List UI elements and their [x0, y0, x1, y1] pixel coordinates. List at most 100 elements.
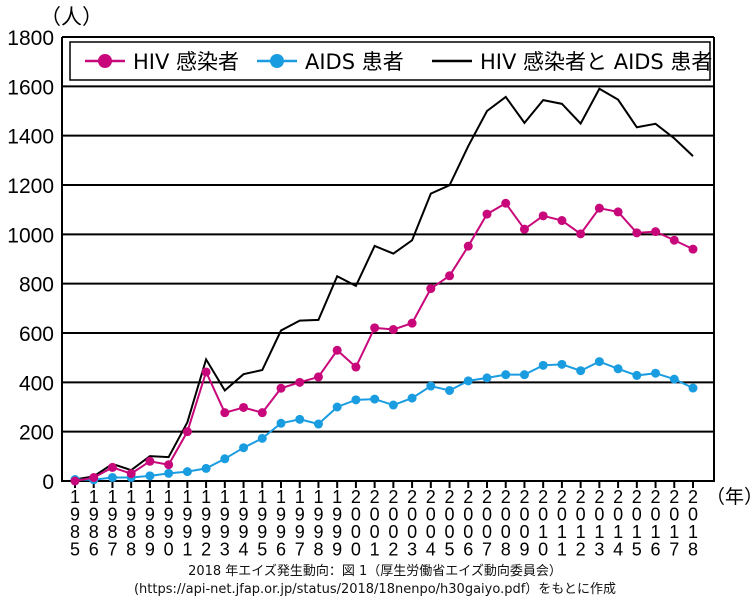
- data-point-0: [89, 473, 99, 483]
- data-point-1: [463, 376, 473, 386]
- data-point-1: [426, 381, 436, 391]
- data-point-1: [669, 374, 679, 384]
- data-point-1: [313, 419, 323, 429]
- data-point-1: [632, 370, 642, 380]
- y-tick-label: 1800: [7, 27, 54, 50]
- data-point-0: [351, 362, 361, 372]
- data-point-1: [501, 370, 511, 380]
- y-tick-label: 200: [19, 422, 54, 445]
- caption-line-1: 2018 年エイズ発生動向：図 1（厚生労働省エイズ動向委員会）: [188, 564, 562, 579]
- data-point-0: [201, 367, 211, 377]
- data-point-1: [370, 394, 380, 404]
- data-point-1: [145, 471, 155, 481]
- y-tick-label: 800: [19, 274, 54, 297]
- data-point-1: [201, 463, 211, 473]
- data-point-1: [482, 373, 492, 383]
- data-point-0: [164, 460, 174, 470]
- data-point-0: [519, 224, 529, 234]
- data-point-1: [332, 402, 342, 412]
- data-point-1: [276, 418, 286, 428]
- caption-line-2: (https://api-net.jfap.or.jp/status/2018/…: [133, 582, 617, 597]
- data-point-1: [107, 473, 117, 483]
- data-point-0: [557, 216, 567, 226]
- data-point-1: [239, 443, 249, 453]
- series-line-0: [74, 201, 694, 482]
- data-point-0: [276, 383, 286, 393]
- data-point-0: [107, 462, 117, 472]
- data-point-1: [407, 393, 417, 403]
- data-point-0: [594, 203, 604, 213]
- data-point-0: [688, 244, 698, 254]
- data-point-1: [557, 359, 567, 369]
- data-point-0: [407, 318, 417, 328]
- data-point-0: [220, 408, 230, 418]
- data-point-1: [220, 454, 230, 464]
- data-point-0: [426, 284, 436, 294]
- data-point-1: [688, 383, 698, 393]
- data-point-0: [388, 325, 398, 335]
- data-point-0: [669, 235, 679, 245]
- y-tick-label: 0: [42, 471, 54, 494]
- data-point-0: [257, 408, 267, 418]
- series-line-1: [74, 360, 694, 481]
- legend-marker: [98, 54, 112, 68]
- legend-label: AIDS 患者: [305, 50, 404, 74]
- series-line-2: [74, 87, 694, 481]
- data-point-0: [239, 402, 249, 412]
- y-tick-label: 600: [19, 323, 54, 346]
- data-point-0: [332, 345, 342, 355]
- data-point-0: [632, 228, 642, 238]
- data-point-1: [164, 468, 174, 478]
- data-point-0: [70, 476, 80, 486]
- data-point-1: [519, 370, 529, 380]
- data-point-0: [613, 207, 623, 217]
- data-point-1: [594, 357, 604, 367]
- y-tick-label: 400: [19, 372, 54, 395]
- data-point-1: [445, 385, 455, 395]
- x-unit-label: （年）: [706, 486, 750, 508]
- data-point-0: [126, 469, 136, 479]
- legend-marker: [270, 54, 284, 68]
- data-point-0: [370, 323, 380, 333]
- legend-label: HIV 感染者と AIDS 患者: [480, 50, 712, 74]
- data-point-1: [295, 414, 305, 424]
- data-point-0: [651, 227, 661, 237]
- data-point-0: [501, 198, 511, 208]
- data-point-0: [182, 427, 192, 437]
- data-point-0: [445, 271, 455, 281]
- data-point-0: [145, 456, 155, 466]
- data-point-1: [388, 400, 398, 410]
- y-unit-label: （人）: [40, 5, 103, 29]
- data-point-1: [651, 368, 661, 378]
